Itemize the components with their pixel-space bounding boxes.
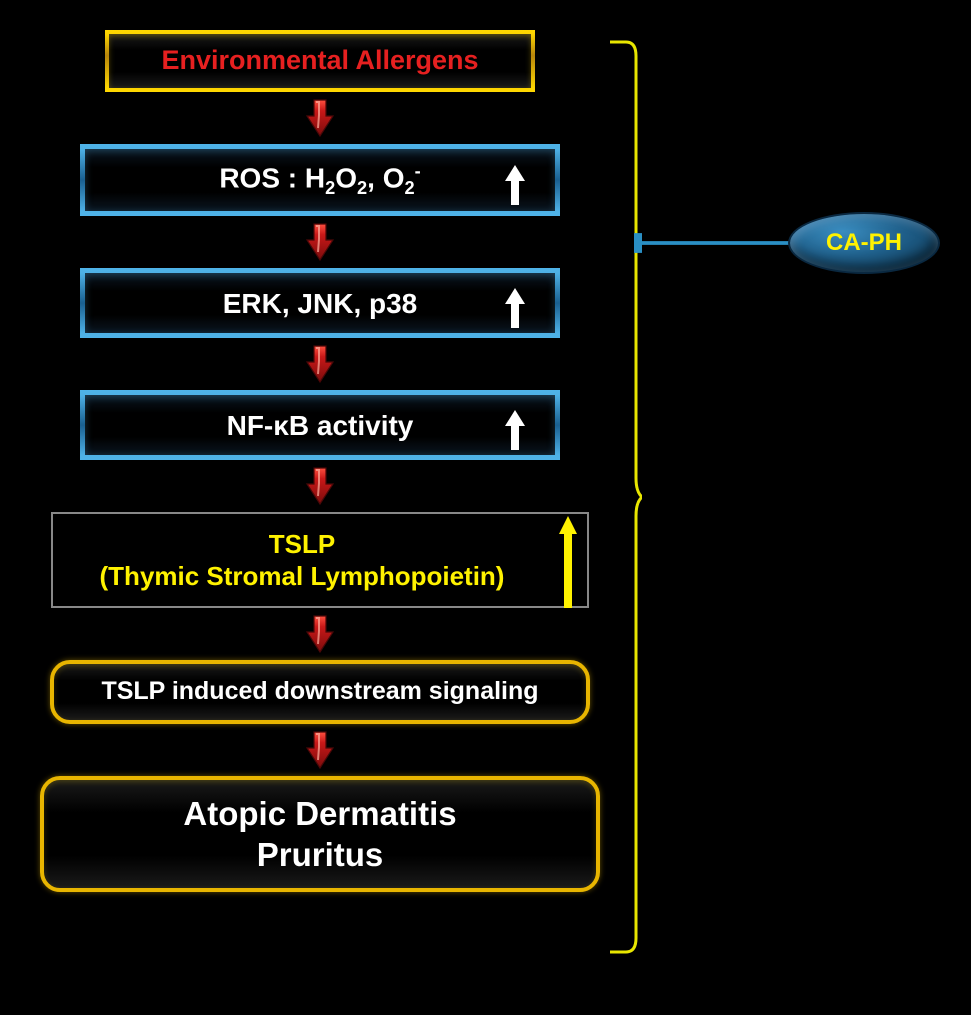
- inhibition-line-icon: [632, 232, 790, 254]
- node-nfkb: NF-κB activity: [80, 390, 560, 460]
- node-label: ERK, JNK, p38: [223, 286, 418, 321]
- node-erk-jnk-p38: ERK, JNK, p38: [80, 268, 560, 338]
- pathway-bracket-icon: [608, 38, 642, 956]
- node-label: NF-κB activity: [227, 408, 414, 443]
- node-label-line1: Atopic Dermatitis: [183, 793, 456, 834]
- flow-column: Environmental Allergens ROS : H2O2, O2- …: [30, 30, 610, 892]
- node-label-line1: TSLP: [269, 528, 335, 561]
- node-label: ROS : H2O2, O2-: [219, 160, 420, 200]
- up-arrow-icon: [503, 163, 527, 207]
- inhibitor-label: CA-PH: [826, 229, 902, 257]
- up-arrow-icon: [503, 286, 527, 330]
- up-arrow-icon: [557, 514, 579, 610]
- down-arrow-icon: [305, 730, 335, 770]
- inhibitor-ellipse: CA-PH: [788, 212, 940, 274]
- up-arrow-icon: [503, 408, 527, 452]
- node-atopic-dermatitis: Atopic Dermatitis Pruritus: [40, 776, 600, 892]
- node-ros: ROS : H2O2, O2-: [80, 144, 560, 216]
- node-tslp-downstream: TSLP induced downstream signaling: [50, 660, 590, 724]
- node-label-line2: Pruritus: [257, 834, 384, 875]
- down-arrow-icon: [305, 614, 335, 654]
- node-label-line2: (Thymic Stromal Lymphopoietin): [100, 560, 505, 593]
- node-label: TSLP induced downstream signaling: [101, 676, 538, 707]
- node-tslp: TSLP (Thymic Stromal Lymphopoietin): [51, 512, 589, 608]
- down-arrow-icon: [305, 344, 335, 384]
- node-environmental-allergens: Environmental Allergens: [105, 30, 535, 92]
- down-arrow-icon: [305, 222, 335, 262]
- down-arrow-icon: [305, 98, 335, 138]
- node-label: Environmental Allergens: [161, 44, 478, 78]
- down-arrow-icon: [305, 466, 335, 506]
